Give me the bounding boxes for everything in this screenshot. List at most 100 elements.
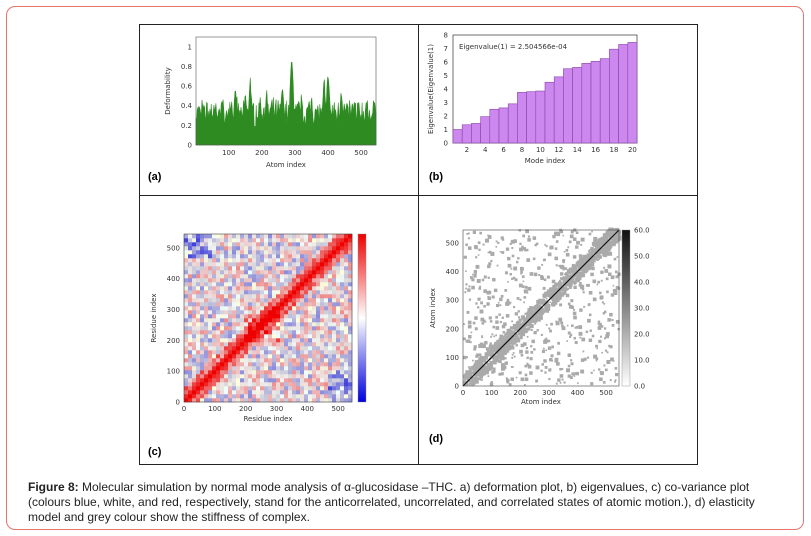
contact-point — [544, 371, 547, 374]
contact-point — [511, 341, 514, 344]
covariance-cell — [252, 338, 257, 343]
covariance-cell — [320, 290, 325, 295]
covariance-cell — [288, 298, 293, 303]
covariance-cell — [252, 258, 257, 263]
colorbar-c — [357, 233, 367, 403]
covariance-cell — [336, 318, 341, 323]
covariance-cell — [268, 258, 273, 263]
contact-point — [481, 373, 484, 375]
covariance-cell — [252, 382, 257, 387]
contact-point — [471, 371, 474, 375]
covariance-cell — [308, 258, 313, 263]
contact-point — [557, 295, 562, 300]
covariance-cell — [244, 382, 249, 387]
covariance-cell — [228, 234, 233, 239]
contact-point — [540, 369, 543, 372]
covariance-cell — [196, 310, 201, 315]
contact-point — [495, 334, 497, 337]
contact-point — [473, 274, 477, 278]
figure-caption: Figure 8: Molecular simulation by normal… — [28, 480, 788, 525]
covariance-cell — [220, 390, 225, 395]
covariance-cell — [204, 374, 209, 379]
covariance-cell — [284, 358, 289, 363]
covariance-cell — [272, 246, 277, 251]
contact-point — [582, 269, 587, 274]
covariance-cell — [272, 298, 277, 303]
contact-point — [519, 336, 523, 340]
contact-point — [547, 252, 552, 257]
covariance-cell — [228, 298, 233, 303]
covariance-cell — [264, 310, 269, 315]
covariance-cell — [236, 302, 241, 307]
covariance-cell — [252, 374, 257, 379]
contact-point — [589, 256, 592, 259]
contact-point — [579, 264, 583, 267]
covariance-cell — [288, 250, 293, 255]
covariance-cell — [280, 278, 285, 283]
covariance-cell — [324, 286, 329, 291]
covariance-cell — [276, 370, 281, 375]
covariance-cell — [192, 294, 197, 299]
contact-point — [561, 326, 566, 331]
covariance-cell — [344, 374, 349, 379]
contact-point — [489, 358, 492, 361]
covariance-cell — [252, 362, 257, 367]
covariance-cell — [280, 306, 285, 311]
contact-point — [591, 230, 593, 233]
covariance-cell — [204, 354, 209, 359]
contact-point — [555, 283, 558, 286]
covariance-cell — [228, 346, 233, 351]
covariance-cell — [336, 262, 341, 267]
contact-point — [595, 359, 598, 362]
contact-point — [584, 261, 586, 264]
covariance-cell — [348, 322, 353, 327]
covariance-cell — [296, 342, 301, 347]
covariance-cell — [336, 274, 341, 279]
contact-point — [521, 332, 526, 337]
covariance-cell — [312, 274, 317, 279]
covariance-cell — [316, 354, 321, 359]
covariance-cell — [280, 302, 285, 307]
covariance-cell — [272, 282, 277, 287]
covariance-cell — [316, 318, 321, 323]
covariance-cell — [336, 310, 341, 315]
contact-point — [496, 304, 500, 308]
covariance-cell — [256, 338, 261, 343]
covariance-cell — [292, 290, 297, 295]
covariance-cell — [212, 250, 217, 255]
covariance-cell — [344, 238, 349, 243]
panel-d-label: (d) — [429, 433, 444, 445]
contact-point — [590, 246, 593, 249]
covariance-cell — [348, 346, 353, 351]
covariance-cell — [344, 386, 349, 391]
contact-point — [581, 258, 585, 262]
covariance-cell — [220, 346, 225, 351]
covariance-cell — [204, 282, 209, 287]
covariance-cell — [196, 378, 201, 383]
contact-point — [552, 234, 556, 239]
covariance-cell — [268, 246, 273, 251]
covariance-cell — [336, 386, 341, 391]
covariance-cell — [268, 334, 273, 339]
contact-point — [523, 301, 526, 304]
covariance-cell — [196, 390, 201, 395]
covariance-cell — [232, 270, 237, 275]
covariance-cell — [288, 354, 293, 359]
covariance-cell — [324, 370, 329, 375]
contact-point — [607, 272, 612, 277]
covariance-cell — [244, 362, 249, 367]
covariance-cell — [280, 366, 285, 371]
contact-point — [487, 364, 491, 368]
covariance-cell — [344, 250, 349, 255]
covariance-cell — [208, 306, 213, 311]
contact-point — [591, 266, 595, 271]
covariance-cell — [292, 350, 297, 355]
covariance-cell — [212, 290, 217, 295]
contact-point — [535, 308, 539, 312]
contact-point — [577, 273, 581, 276]
contact-point — [491, 295, 495, 299]
covariance-cell — [188, 354, 193, 359]
covariance-cell — [204, 286, 209, 291]
covariance-cell — [312, 250, 317, 255]
covariance-cell — [340, 334, 345, 339]
